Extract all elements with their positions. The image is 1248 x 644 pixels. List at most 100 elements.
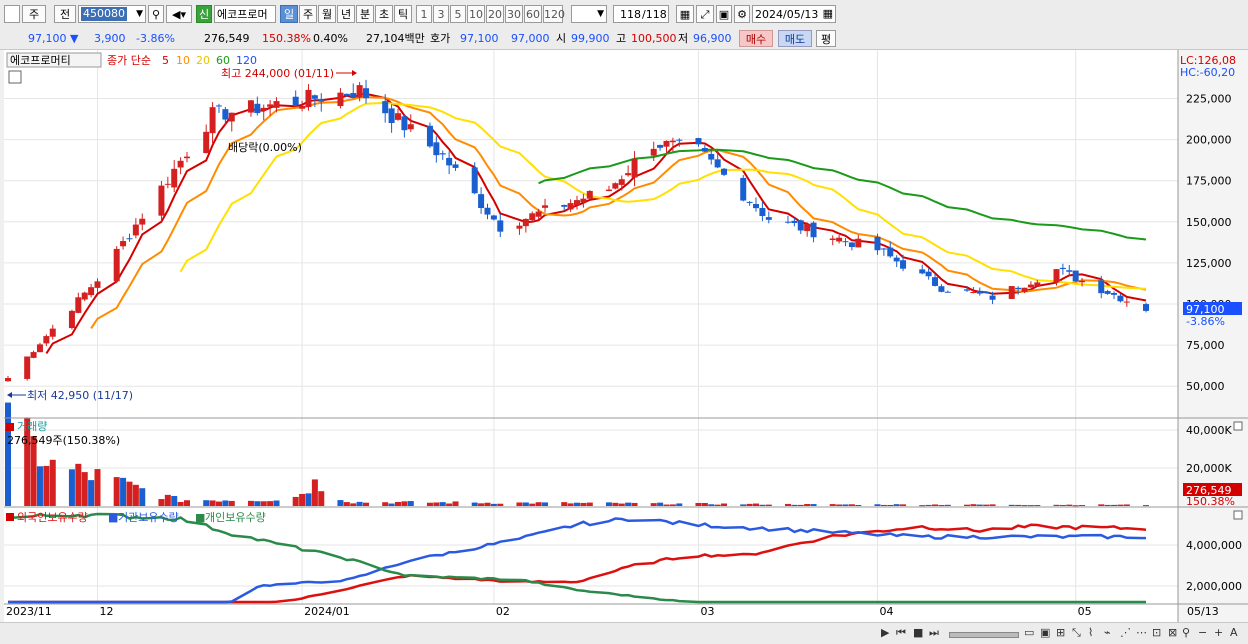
tool-icon[interactable]: ⤡ [1072, 626, 1081, 639]
interval-button-10[interactable]: 10 [467, 5, 485, 23]
avg-button[interactable]: 평 [816, 30, 836, 47]
resize-icon[interactable]: ⤢ [696, 5, 714, 23]
candle-body [676, 139, 683, 141]
ma5-legend: 5 [162, 54, 169, 67]
period-tab-3[interactable]: 년 [337, 5, 355, 23]
indicator-grid-icon[interactable] [8, 70, 22, 84]
volume-bar [925, 504, 932, 506]
volume-bar [765, 504, 772, 506]
calendar-icon[interactable]: ▦ [822, 7, 833, 20]
font-size-icon[interactable]: A [1230, 626, 1238, 639]
period-tab-6[interactable]: 틱 [394, 5, 412, 23]
grid-icon[interactable]: ▦ [676, 5, 694, 23]
candle-body [203, 131, 210, 154]
volume-tag-text: 276,549 [1186, 484, 1232, 497]
candle-body [1008, 286, 1015, 299]
volume-bar [1059, 504, 1066, 506]
panel-close-icon[interactable] [1233, 510, 1243, 520]
tool-icon[interactable]: ⊞ [1056, 626, 1066, 639]
ma60-line [538, 148, 1147, 241]
tool-icon[interactable]: ⊡ [1152, 626, 1162, 639]
holdings-tick-label: 2,000,000 [1186, 580, 1242, 593]
volume-bar [740, 504, 747, 506]
price-tick-label: 200,000 [1186, 134, 1232, 147]
open-label: 시 [556, 32, 567, 45]
volume-bar [88, 480, 95, 506]
volume-bar [625, 502, 632, 506]
volume-ratio: 150.38% [262, 32, 311, 45]
volume-bar [989, 504, 996, 506]
volume-bar [5, 402, 11, 506]
candle-body [446, 157, 453, 166]
interval-button-120[interactable]: 120 [543, 5, 565, 23]
period-tab-5[interactable]: 초 [375, 5, 393, 23]
candle-body [1027, 284, 1034, 288]
period-tab-4[interactable]: 분 [356, 5, 374, 23]
window-menu-icon[interactable] [4, 5, 20, 23]
page-count-field[interactable]: 118 /118 [613, 5, 669, 23]
date-input[interactable]: 2024/05/13 ▦ [752, 5, 836, 23]
interval-button-20[interactable]: 20 [486, 5, 504, 23]
zoom-slider[interactable] [949, 632, 1019, 638]
tool-icon[interactable]: ⋯ [1136, 626, 1147, 639]
tool-icon[interactable]: ⋰ [1120, 626, 1131, 639]
sell-button[interactable]: 매도 [778, 30, 812, 47]
chevron-down-icon[interactable]: ▼ [136, 9, 143, 19]
stock-chart[interactable]: 225,000200,000175,000150,000125,000100,0… [0, 50, 1248, 622]
panel-close-icon[interactable] [1233, 421, 1243, 431]
candle-body [829, 238, 836, 240]
volume-bar [746, 503, 753, 506]
down-arrow-icon: ▼ [70, 32, 79, 45]
save-icon[interactable]: ▣ [716, 5, 732, 23]
tool-icon[interactable]: ⌇ [1088, 626, 1094, 639]
search-icon[interactable]: ⚲ [148, 5, 164, 23]
sound-icon[interactable]: ◀▾ [166, 5, 192, 23]
interval-button-1[interactable]: 1 [416, 5, 432, 23]
last-page-icon[interactable]: ⏭ [929, 626, 939, 639]
zoom-in-icon[interactable]: + [1214, 626, 1224, 639]
volume-bar [388, 503, 395, 506]
candle-body [1079, 280, 1086, 283]
buy-button[interactable]: 매수 [739, 30, 773, 47]
candle-body [433, 142, 440, 156]
stock-name-text: 에코프로머 [217, 8, 268, 21]
tool-icon[interactable]: ⌁ [1104, 626, 1111, 639]
stop-icon[interactable]: ■ [913, 626, 924, 639]
tool-icon[interactable]: ▭ [1024, 626, 1035, 639]
volume-bar [49, 459, 56, 506]
volume-bar [30, 436, 37, 506]
volume-bar [81, 472, 88, 506]
volume-bar [132, 484, 139, 506]
candle-body [126, 238, 133, 240]
interval-button-60[interactable]: 60 [524, 5, 542, 23]
gear-icon[interactable]: ⚙ [734, 5, 750, 23]
tool-icon[interactable]: ⊠ [1168, 626, 1178, 639]
candle-body [1059, 267, 1066, 270]
first-page-icon[interactable]: ⏮ [896, 626, 906, 639]
prefix-button[interactable]: 전 [54, 5, 76, 23]
volume-bar [215, 501, 222, 506]
interval-dropdown[interactable]: ▼ [571, 5, 607, 23]
zoom-icon[interactable]: ⚲ [1182, 626, 1191, 639]
period-tab-0[interactable]: 일 [280, 5, 298, 23]
candle-body [305, 89, 312, 108]
ask-price: 97,100 [460, 32, 499, 45]
code-input[interactable]: 450080 ▼ [78, 5, 146, 23]
tool-icon[interactable]: ▣ [1040, 626, 1051, 639]
market-type-select[interactable]: 주 [22, 5, 46, 23]
candle-body [254, 103, 261, 114]
quote-label: 호가 [430, 32, 451, 45]
interval-button-3[interactable]: 3 [433, 5, 449, 23]
interval-button-30[interactable]: 30 [505, 5, 523, 23]
candle-body [478, 194, 485, 208]
volume-bar [75, 463, 82, 506]
candle-body [740, 177, 747, 201]
scroll-right-icon[interactable]: ▶ [881, 626, 890, 639]
stock-name-field[interactable]: 에코프로머 [214, 5, 276, 23]
candle-body [516, 225, 523, 229]
period-tab-1[interactable]: 주 [299, 5, 317, 23]
period-tab-2[interactable]: 월 [318, 5, 336, 23]
zoom-out-icon[interactable]: − [1198, 626, 1208, 639]
candle-body [215, 105, 222, 107]
interval-button-5[interactable]: 5 [450, 5, 466, 23]
